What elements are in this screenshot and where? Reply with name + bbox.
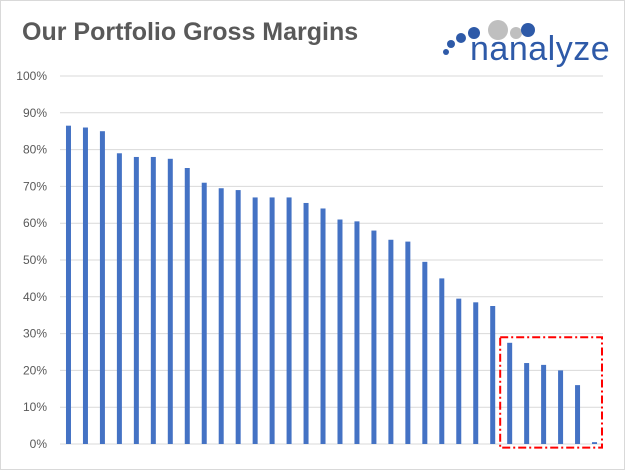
annotations xyxy=(499,336,603,449)
bar xyxy=(473,302,479,444)
bar xyxy=(507,342,513,444)
y-tick-label: 30% xyxy=(23,327,47,341)
bar xyxy=(354,221,360,444)
bar xyxy=(541,364,547,444)
bar xyxy=(405,241,411,444)
bar xyxy=(286,197,292,444)
bar xyxy=(371,230,377,444)
bar xyxy=(320,208,326,444)
y-tick-label: 80% xyxy=(23,143,47,157)
bar xyxy=(422,261,428,444)
y-tick-label: 20% xyxy=(23,363,47,377)
bar xyxy=(218,188,224,444)
y-tick-label: 50% xyxy=(23,253,47,267)
bars xyxy=(65,125,598,445)
highlight-box xyxy=(499,336,603,449)
bar xyxy=(337,219,343,444)
bar xyxy=(99,131,105,444)
bar xyxy=(252,197,258,444)
y-tick-label: 40% xyxy=(23,290,47,304)
bar xyxy=(235,190,241,444)
y-axis-ticks: 0% 10% 20% 30% 40% 50% 60% 70% 80% 90% 100% xyxy=(16,69,47,451)
y-tick-label: 60% xyxy=(23,216,47,230)
logo-mark xyxy=(443,20,535,55)
bar xyxy=(388,239,394,444)
y-tick-label: 0% xyxy=(30,437,48,451)
y-tick-label: 10% xyxy=(23,400,47,414)
bar xyxy=(575,385,581,444)
bar xyxy=(167,158,173,445)
bar xyxy=(592,442,598,444)
y-tick-label: 70% xyxy=(23,179,47,193)
gridlines xyxy=(60,75,603,445)
bar xyxy=(524,363,530,444)
bar xyxy=(184,168,190,444)
bar xyxy=(439,278,445,444)
bar xyxy=(269,197,275,444)
y-tick-label: 100% xyxy=(16,69,47,83)
bar xyxy=(201,182,207,444)
y-tick-label: 90% xyxy=(23,106,47,120)
bar xyxy=(65,125,71,445)
chart-title: Our Portfolio Gross Margins xyxy=(22,18,359,46)
bar xyxy=(490,306,496,444)
bar xyxy=(116,153,122,444)
bar xyxy=(133,156,139,444)
bar xyxy=(82,127,88,445)
dots-circles-icon xyxy=(443,20,535,55)
logo-text: nanalyze xyxy=(470,30,611,68)
bar xyxy=(150,156,156,444)
bar xyxy=(558,370,564,444)
bar xyxy=(456,298,462,444)
bar xyxy=(303,202,309,444)
